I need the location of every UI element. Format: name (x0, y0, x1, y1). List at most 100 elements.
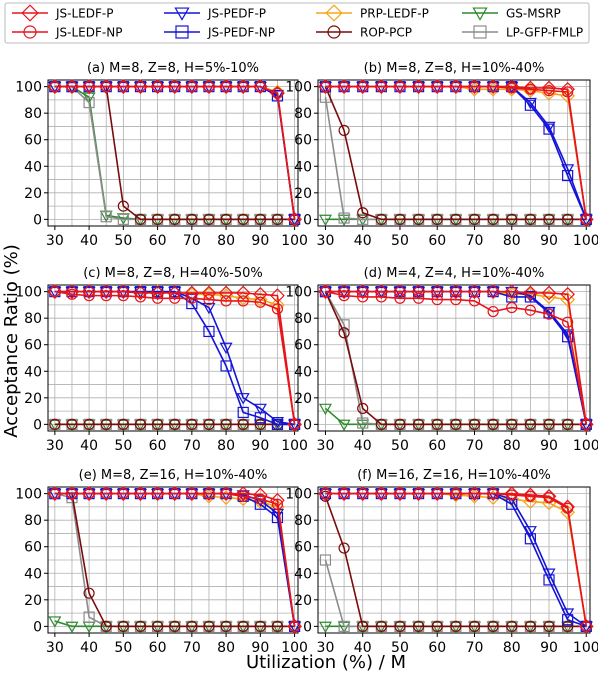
data-point (338, 212, 350, 224)
data-point (186, 213, 198, 225)
x-tick-label: 60 (428, 640, 446, 656)
data-point (392, 79, 408, 94)
y-tick-label: 80 (294, 311, 312, 327)
x-tick-label: 70 (466, 640, 484, 656)
data-point (83, 96, 95, 109)
data-point (203, 418, 215, 430)
data-point (237, 295, 249, 307)
y-tick-label: 40 (294, 159, 312, 175)
data-point (287, 212, 302, 227)
data-point (392, 284, 408, 299)
legend-marker (21, 4, 39, 22)
legend-label: JS-LEDF-NP (55, 26, 122, 40)
x-tick-label: 50 (114, 233, 132, 249)
data-point (253, 403, 267, 416)
data-point (81, 79, 97, 94)
data-point (485, 486, 501, 501)
data-point (561, 164, 575, 176)
data-point (578, 619, 594, 634)
y-tick-label: 0 (33, 417, 42, 433)
y-tick-label: 20 (294, 391, 312, 407)
data-point (543, 620, 555, 632)
plot-frame (317, 486, 591, 634)
data-point (252, 286, 268, 302)
data-point (524, 620, 536, 632)
data-point (394, 292, 406, 304)
data-point (468, 418, 481, 430)
y-tick-label: 60 (294, 133, 312, 149)
series-line (324, 86, 587, 221)
legend-label: ROP-PCP (360, 26, 412, 40)
data-point (411, 486, 426, 501)
data-point (271, 303, 284, 315)
data-point (186, 418, 198, 430)
data-point (236, 393, 250, 405)
data-point (98, 79, 114, 94)
x-tick-label: 40 (354, 438, 372, 454)
data-point (506, 213, 518, 225)
data-point (524, 213, 536, 225)
x-tick-label: 70 (183, 233, 201, 249)
data-point (467, 486, 482, 501)
chart-panel: (a) M=8, Z=8, H=5%-10% 0 20 40 60 80 100 30 40 50… (15, 61, 308, 249)
data-point (524, 533, 536, 545)
y-tick-label: 0 (303, 619, 312, 635)
y-tick-label: 60 (24, 540, 42, 556)
data-point (115, 486, 131, 501)
data-point (318, 621, 332, 634)
data-point (64, 79, 80, 94)
data-point (523, 487, 538, 503)
data-point (543, 308, 555, 320)
x-tick-label: 50 (391, 233, 409, 249)
x-tick-label: 80 (503, 438, 521, 454)
data-point (450, 620, 462, 632)
data-point (252, 487, 268, 503)
data-point (355, 284, 371, 299)
x-tick-label: 30 (46, 233, 64, 249)
data-point (252, 79, 268, 94)
chart-panel: (f) M=16, Z=16, H=10%-40% 0 20 40 60 80 100 30 4… (285, 468, 598, 656)
y-tick-label: 80 (24, 106, 42, 122)
data-point (431, 620, 443, 632)
data-point (287, 417, 302, 432)
data-point (49, 418, 61, 430)
data-point (254, 418, 266, 430)
data-point (254, 296, 266, 308)
data-point (169, 213, 181, 225)
data-point (203, 294, 215, 306)
legend-item: JS-PEDF-P (164, 7, 266, 21)
y-tick-label: 60 (24, 133, 42, 149)
x-axis-label: Utilization (%) / M (246, 652, 406, 673)
x-tick-label: 40 (80, 438, 98, 454)
data-point (338, 542, 350, 554)
legend-marker (175, 25, 189, 39)
data-point (220, 295, 232, 307)
data-point (504, 284, 520, 299)
legend-label: JS-PEDF-P (207, 7, 266, 21)
data-point (201, 285, 217, 301)
y-tick-label: 100 (285, 80, 312, 96)
y-tick-label: 20 (24, 186, 42, 202)
y-tick-label: 80 (24, 513, 42, 529)
series-line (325, 290, 588, 425)
y-tick-label: 20 (24, 593, 42, 609)
legend-marker (325, 4, 343, 22)
x-tick-label: 70 (466, 438, 484, 454)
x-tick-label: 90 (251, 233, 269, 249)
data-point (394, 620, 406, 632)
data-point (150, 486, 165, 501)
panel-title: (c) M=8, Z=8, H=40%-50% (83, 266, 263, 281)
data-point (254, 213, 266, 225)
data-point (220, 418, 232, 430)
data-point (357, 402, 369, 415)
x-tick-label: 100 (573, 233, 598, 249)
data-point (413, 418, 425, 430)
x-tick-label: 60 (149, 233, 167, 249)
data-point (133, 285, 148, 301)
data-point (237, 490, 249, 502)
data-point (355, 486, 371, 501)
data-point (431, 213, 443, 225)
data-point (237, 620, 249, 632)
data-point (219, 342, 233, 355)
x-tick-label: 100 (573, 640, 598, 656)
